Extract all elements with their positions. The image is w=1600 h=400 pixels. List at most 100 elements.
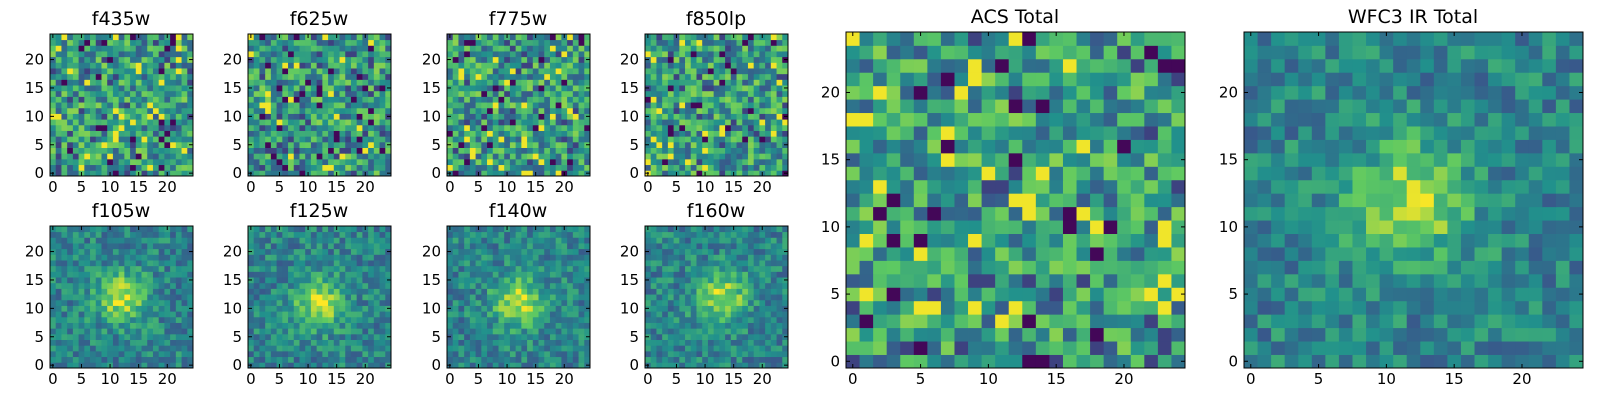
heatmap-cell (656, 45, 663, 52)
heatmap-cell (572, 164, 579, 171)
heatmap-cell (447, 356, 454, 363)
heatmap-cell (452, 299, 459, 306)
heatmap-cell (742, 34, 749, 41)
heatmap-cell (447, 45, 454, 52)
heatmap-cell (141, 164, 148, 171)
heatmap-cell (158, 294, 165, 301)
heatmap-cell (487, 170, 494, 177)
heatmap-cell (158, 79, 165, 86)
heatmap-cell (509, 322, 517, 329)
heatmap-cell (515, 96, 522, 103)
heatmap-cell (90, 34, 97, 41)
heatmap-cell (584, 265, 591, 272)
heatmap-cell (527, 265, 534, 272)
heatmap-cell (770, 62, 777, 69)
heatmap-cell (447, 322, 454, 329)
heatmap-cell (730, 350, 737, 358)
heatmap-cell (55, 51, 62, 58)
heatmap-cell (101, 62, 108, 69)
heatmap-cell (147, 85, 154, 92)
heatmap-cell (561, 231, 568, 238)
heatmap-cell (350, 231, 358, 238)
heatmap-cell (696, 362, 703, 369)
heatmap-cell (55, 294, 62, 301)
heatmap-cell (656, 299, 663, 306)
heatmap-cell (84, 231, 91, 238)
heatmap-cell (747, 345, 755, 352)
heatmap-cell (532, 113, 539, 120)
heatmap-cell (170, 51, 177, 58)
heatmap-cell (487, 288, 494, 295)
heatmap-cell (464, 62, 471, 69)
x-tick-label: 20 (356, 370, 375, 388)
heatmap-cell (147, 45, 154, 52)
heatmap-cell (328, 350, 335, 358)
heatmap-cell (362, 107, 369, 114)
heatmap-cell (356, 299, 363, 306)
heatmap-cell (124, 356, 131, 363)
heatmap-cell (265, 51, 272, 58)
heatmap-cell (487, 277, 494, 284)
heatmap-cell (385, 231, 392, 238)
heatmap-cell (492, 119, 499, 126)
heatmap-cell (487, 107, 494, 114)
heatmap-cell (452, 254, 459, 261)
heatmap-cell (532, 356, 539, 363)
heatmap-cell (765, 164, 772, 171)
heatmap-cell (549, 254, 557, 261)
heatmap-cell (152, 248, 160, 255)
x-tick-label: 15 (724, 178, 743, 196)
heatmap-cell (385, 328, 392, 335)
heatmap-cell (61, 96, 68, 103)
x-tick-label: 10 (101, 370, 120, 388)
heatmap-cell (90, 333, 97, 340)
heatmap-cell (679, 362, 686, 369)
heatmap-cell (747, 79, 755, 86)
heatmap-cell (561, 153, 568, 160)
heatmap-cell (584, 288, 591, 295)
heatmap-cell (667, 356, 674, 363)
heatmap-cell (72, 141, 79, 148)
heatmap-cell (561, 164, 568, 171)
heatmap-cell (464, 34, 471, 41)
heatmap-cell (650, 90, 657, 97)
heatmap-cell (521, 79, 528, 86)
heatmap-cell (67, 102, 74, 109)
heatmap-cell (645, 282, 652, 289)
heatmap-cell (373, 90, 380, 97)
heatmap-cell (742, 299, 749, 306)
heatmap-cell (78, 73, 85, 80)
heatmap-cell (667, 153, 674, 160)
heatmap-cell (345, 170, 352, 177)
heatmap-cell (702, 51, 709, 58)
heatmap-cell (509, 299, 517, 306)
heatmap-cell (259, 119, 266, 126)
heatmap-cell (650, 170, 657, 177)
heatmap-cell (187, 316, 194, 323)
heatmap-cell (328, 56, 335, 63)
heatmap-cell (567, 124, 574, 131)
heatmap-cell (373, 124, 380, 131)
heatmap-cell (362, 288, 369, 295)
heatmap-cell (135, 79, 142, 86)
heatmap-cell (481, 56, 488, 63)
heatmap-cell (578, 130, 585, 137)
heatmap-cell (713, 305, 720, 312)
heatmap-cell (305, 345, 312, 352)
heatmap-cell (679, 277, 686, 284)
heatmap-cell (532, 305, 539, 312)
y-tick-label: 0 (629, 164, 639, 182)
heatmap-cell (135, 62, 142, 69)
heatmap-cell (685, 333, 692, 340)
heatmap-cell (561, 90, 568, 97)
heatmap-cell (141, 322, 148, 329)
heatmap-cell (101, 260, 108, 267)
heatmap-cell (452, 56, 459, 63)
heatmap-cell (72, 34, 79, 41)
heatmap-cell (147, 102, 154, 109)
heatmap-cell (345, 158, 352, 166)
heatmap-cell (265, 107, 272, 114)
heatmap-cell (276, 311, 283, 318)
heatmap-cell (713, 62, 720, 69)
heatmap-cell (685, 130, 692, 137)
